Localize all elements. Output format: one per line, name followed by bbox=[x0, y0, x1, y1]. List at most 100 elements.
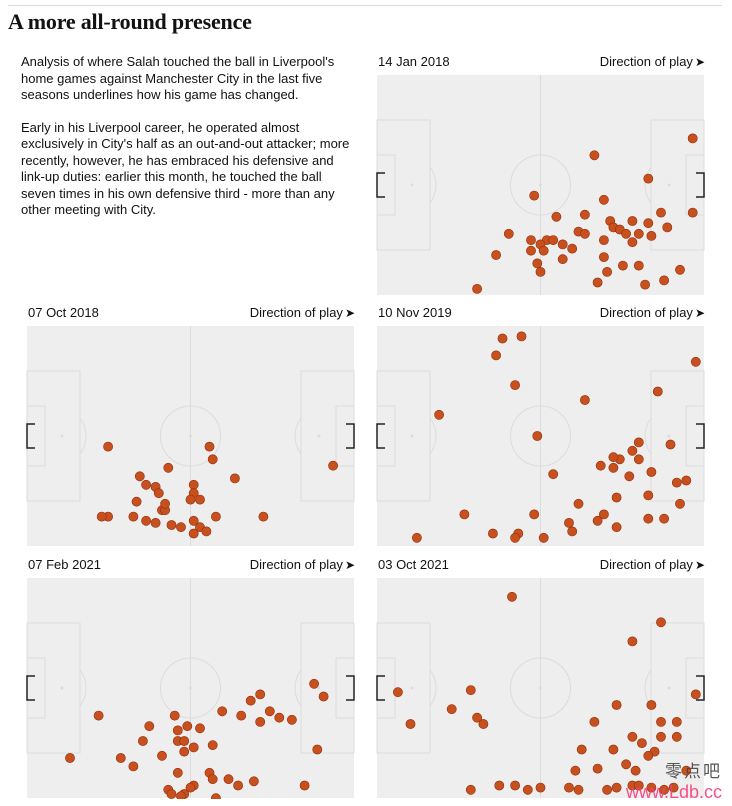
goal-left bbox=[26, 675, 35, 701]
touch-dot bbox=[245, 695, 256, 706]
goal-left bbox=[376, 675, 385, 701]
touch-dot bbox=[570, 765, 581, 776]
touch-dot bbox=[138, 736, 148, 746]
touch-dot bbox=[592, 277, 603, 288]
touch-dot bbox=[646, 782, 657, 793]
direction-of-play: Direction of play ➤ bbox=[600, 557, 705, 572]
touch-dot bbox=[535, 266, 546, 277]
touch-dot bbox=[465, 784, 476, 795]
penalty-spot-right bbox=[317, 686, 321, 690]
touch-dot bbox=[602, 784, 612, 795]
touch-dot bbox=[652, 386, 663, 397]
pitch-chart bbox=[376, 75, 705, 295]
touch-dot bbox=[579, 209, 590, 220]
penalty-spot-left bbox=[410, 434, 414, 438]
touch-dot bbox=[608, 452, 619, 463]
touch-dot bbox=[157, 750, 167, 761]
touch-dot bbox=[564, 517, 574, 528]
panel-date: 07 Feb 2021 bbox=[28, 557, 102, 572]
intro-paragraph-1: Analysis of where Salah touched the ball… bbox=[21, 54, 335, 102]
panel-date: 07 Oct 2018 bbox=[28, 305, 99, 320]
touch-dot bbox=[412, 532, 422, 543]
touch-dot bbox=[255, 716, 266, 727]
touch-dot bbox=[229, 473, 240, 484]
touch-dot bbox=[160, 498, 170, 509]
touch-dot bbox=[589, 150, 600, 161]
touch-dot bbox=[643, 218, 654, 229]
touch-dot bbox=[233, 780, 243, 791]
touch-dot bbox=[656, 716, 666, 727]
touch-dot bbox=[188, 479, 199, 490]
touch-dot bbox=[446, 704, 457, 715]
touch-dot bbox=[595, 460, 606, 471]
touch-dot bbox=[592, 515, 603, 526]
touch-dot bbox=[299, 780, 310, 791]
penalty-arc-left bbox=[79, 669, 87, 707]
touch-dot bbox=[690, 356, 701, 367]
touch-dot bbox=[172, 767, 183, 778]
touch-dot bbox=[621, 228, 631, 239]
direction-of-play: Direction of play ➤ bbox=[600, 305, 705, 320]
penalty-arc-left bbox=[429, 669, 437, 707]
touch-dot bbox=[510, 380, 520, 390]
touch-dot bbox=[207, 740, 218, 751]
touch-dot bbox=[503, 228, 514, 239]
touch-dot bbox=[668, 782, 679, 793]
touch-dot bbox=[128, 511, 139, 522]
touch-dot bbox=[286, 714, 297, 725]
direction-arrow-icon: ➤ bbox=[694, 306, 705, 320]
top-rule bbox=[8, 5, 722, 6]
penalty-arc-right bbox=[644, 166, 652, 204]
touch-dot bbox=[459, 509, 470, 520]
touch-dot bbox=[611, 522, 622, 533]
touch-dot bbox=[217, 706, 228, 717]
touch-dot bbox=[201, 526, 212, 537]
touch-dot bbox=[602, 266, 612, 277]
touch-dot bbox=[188, 515, 199, 526]
touch-dot bbox=[598, 235, 609, 245]
touch-dot bbox=[115, 753, 126, 763]
touch-dot bbox=[274, 712, 285, 723]
touch-dot bbox=[134, 471, 145, 482]
touch-dot bbox=[576, 744, 587, 755]
touch-dot bbox=[65, 753, 75, 763]
centre-spot bbox=[539, 686, 542, 690]
touch-dot bbox=[405, 719, 416, 729]
touch-dot bbox=[516, 331, 527, 342]
touch-dot bbox=[633, 228, 644, 239]
touch-dot bbox=[671, 731, 682, 742]
touch-dot bbox=[182, 721, 193, 732]
touch-dot bbox=[630, 765, 641, 776]
direction-of-play: Direction of play ➤ bbox=[600, 54, 705, 69]
centre-spot bbox=[189, 686, 192, 690]
direction-of-play: Direction of play ➤ bbox=[250, 557, 355, 572]
touch-dot bbox=[659, 513, 669, 524]
intro-paragraph-2: Early in his Liverpool career, he operat… bbox=[21, 119, 350, 218]
penalty-arc-right bbox=[294, 669, 302, 707]
watermark: 零点吧 www.Ldb.cc bbox=[626, 762, 722, 802]
touch-dot bbox=[656, 617, 666, 628]
touch-dot bbox=[532, 258, 543, 269]
goal-left bbox=[26, 423, 35, 449]
penalty-arc-left bbox=[429, 166, 437, 204]
watermark-url: www.Ldb.cc bbox=[625, 782, 722, 802]
touch-dot bbox=[494, 780, 505, 791]
centre-circle bbox=[510, 154, 571, 216]
touch-dot bbox=[567, 243, 578, 254]
direction-of-play: Direction of play ➤ bbox=[250, 305, 355, 320]
touch-dot bbox=[510, 780, 520, 791]
touch-dot bbox=[434, 409, 444, 420]
touch-dot bbox=[491, 250, 501, 260]
touch-dot bbox=[675, 498, 685, 509]
touch-dot bbox=[589, 716, 600, 727]
touch-dot bbox=[526, 235, 536, 245]
touch-dot bbox=[598, 194, 609, 205]
pitch-chart bbox=[26, 326, 355, 546]
panel-date: 14 Jan 2018 bbox=[378, 54, 450, 69]
touch-dot bbox=[141, 479, 151, 490]
touch-dot bbox=[567, 526, 578, 537]
goal-right bbox=[696, 172, 705, 198]
touch-dot bbox=[236, 710, 247, 721]
goal-right bbox=[346, 675, 355, 701]
touch-dot bbox=[169, 710, 180, 721]
